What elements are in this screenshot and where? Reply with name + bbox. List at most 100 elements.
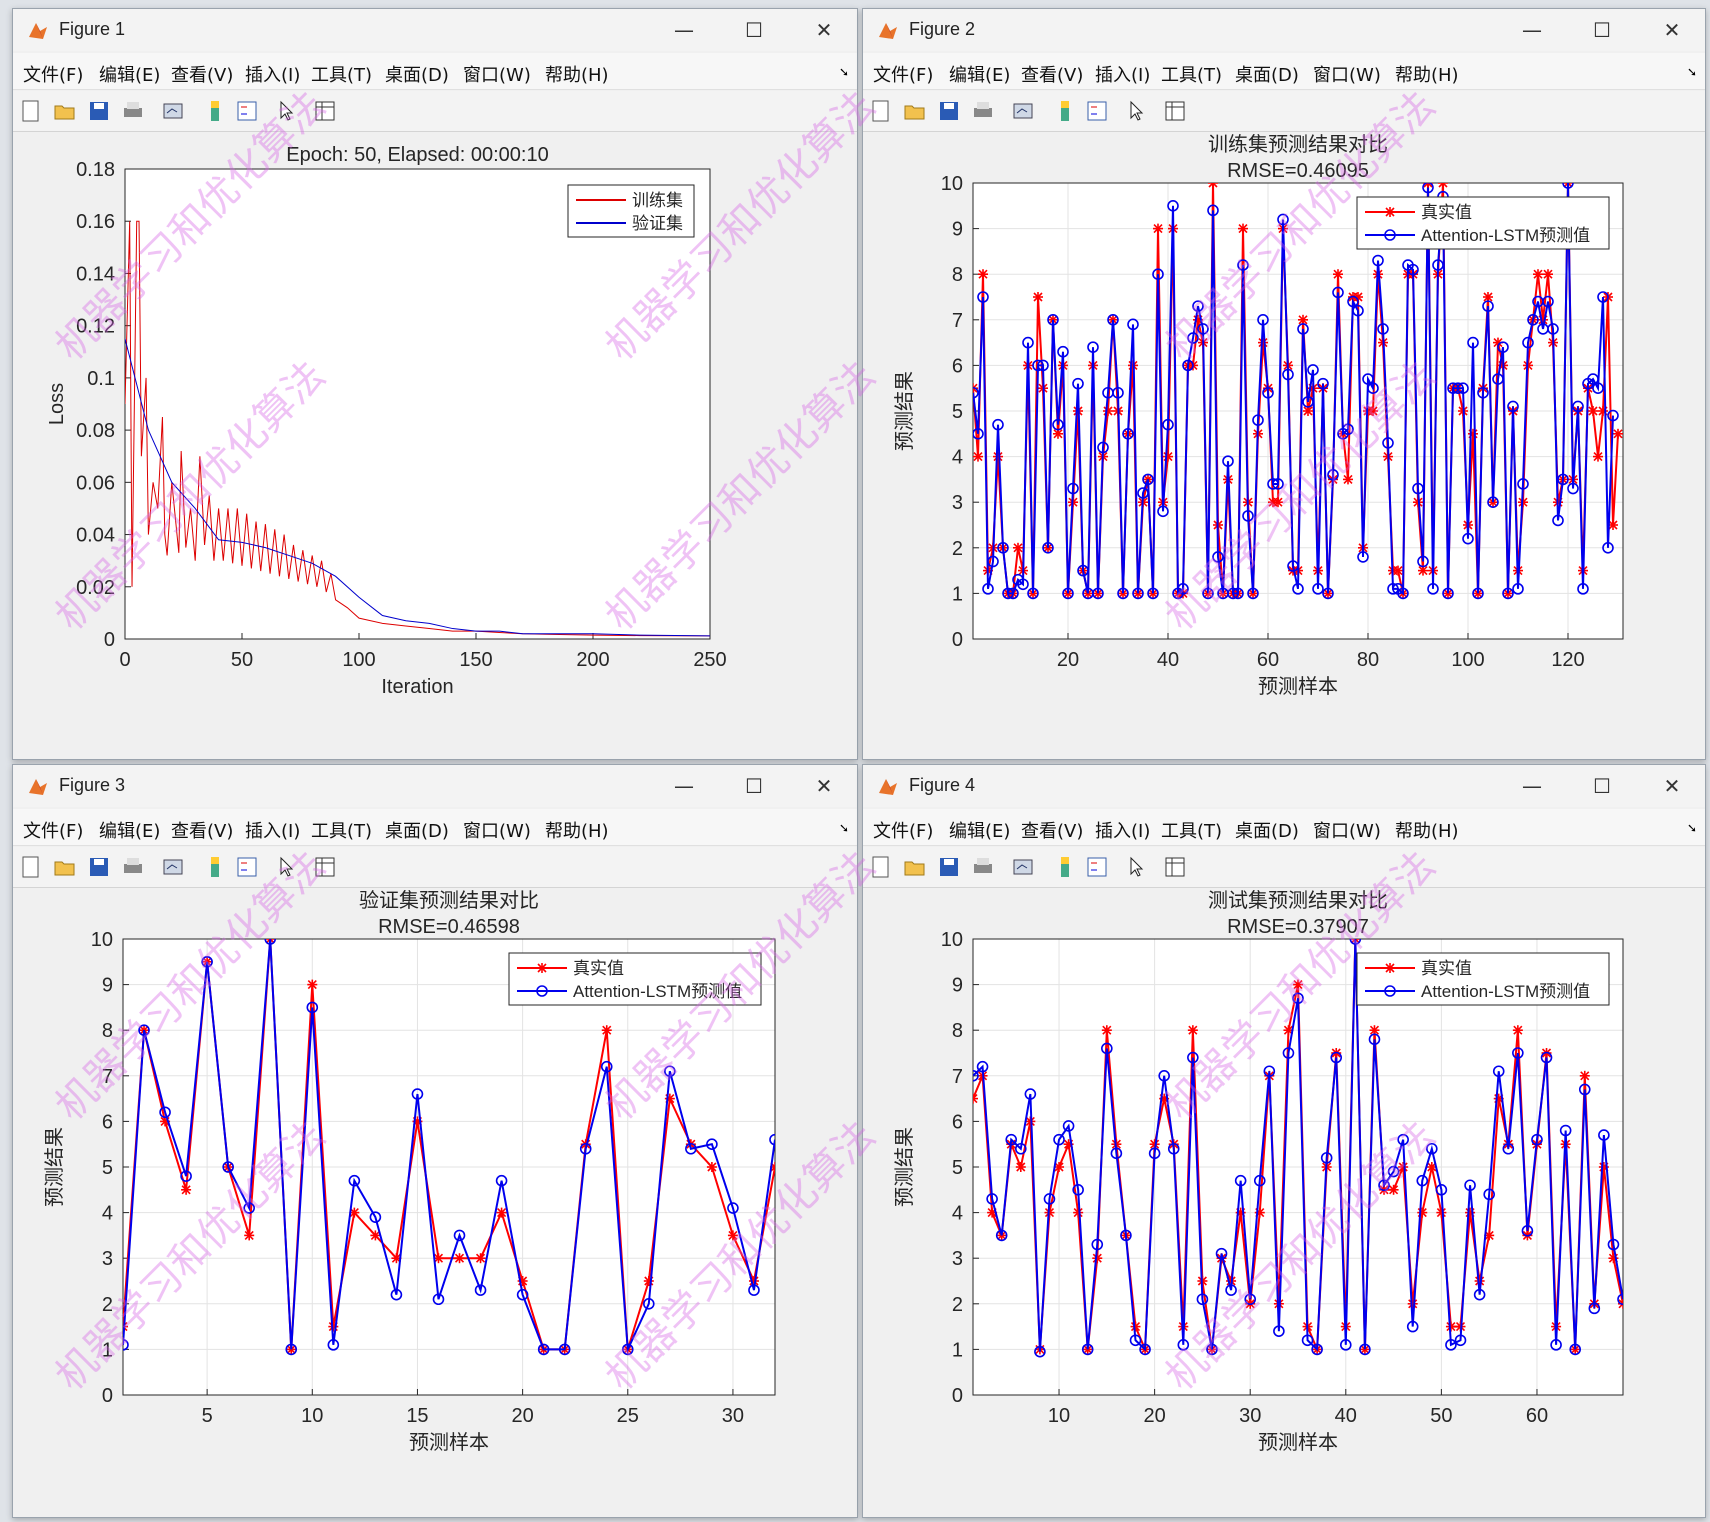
- print-icon[interactable]: [121, 855, 145, 879]
- data-point: [1602, 541, 1614, 554]
- menu-item[interactable]: 编辑(E): [949, 65, 1011, 86]
- colorbar-icon[interactable]: [1053, 99, 1077, 123]
- property-inspector-icon[interactable]: [1163, 855, 1187, 879]
- close-button[interactable]: ✕: [1663, 18, 1681, 42]
- menu-item[interactable]: 帮助(H): [1395, 65, 1459, 86]
- edit-plot-icon[interactable]: [275, 99, 299, 123]
- link-plot-icon[interactable]: [1011, 99, 1035, 123]
- menu-item[interactable]: 文件(F): [23, 821, 84, 842]
- edit-plot-icon[interactable]: [1125, 99, 1149, 123]
- legend-icon[interactable]: [235, 99, 259, 123]
- legend-icon[interactable]: [1085, 855, 1109, 879]
- menu-item[interactable]: 窗口(W): [463, 821, 531, 842]
- menu-item[interactable]: 工具(T): [311, 821, 373, 842]
- data-point: [1423, 183, 1433, 188]
- link-plot-icon[interactable]: [161, 99, 185, 123]
- minimize-button[interactable]: —: [674, 774, 694, 798]
- dock-icon[interactable]: ➘: [1686, 821, 1697, 835]
- menu-item[interactable]: 桌面(D): [385, 65, 449, 86]
- legend-icon[interactable]: [1085, 99, 1109, 123]
- dock-icon[interactable]: ➘: [838, 821, 849, 835]
- menu-item[interactable]: 文件(F): [873, 821, 934, 842]
- minimize-button[interactable]: —: [1522, 18, 1542, 42]
- maximize-button[interactable]: ☐: [1593, 18, 1611, 42]
- colorbar-icon[interactable]: [203, 855, 227, 879]
- maximize-button[interactable]: ☐: [1593, 774, 1611, 798]
- menu-item[interactable]: 编辑(E): [99, 821, 161, 842]
- menu-item[interactable]: 查看(V): [171, 821, 234, 842]
- data-point: [348, 1174, 361, 1187]
- open-file-icon[interactable]: [53, 855, 77, 879]
- property-inspector-icon[interactable]: [313, 855, 337, 879]
- menu-item[interactable]: 插入(I): [245, 821, 301, 842]
- data-point: [1047, 314, 1059, 326]
- tick-label: 9: [952, 219, 963, 241]
- menu-item[interactable]: 编辑(E): [949, 821, 1011, 842]
- data-point: [1057, 345, 1069, 358]
- menu-item[interactable]: 帮助(H): [545, 65, 609, 86]
- save-icon[interactable]: [87, 855, 111, 879]
- open-file-icon[interactable]: [903, 855, 927, 879]
- dock-icon[interactable]: ➘: [838, 65, 849, 79]
- data-point: [1142, 473, 1154, 486]
- menu-item[interactable]: 文件(F): [873, 65, 934, 86]
- tick-label: 0.04: [76, 525, 115, 547]
- print-icon[interactable]: [971, 99, 995, 123]
- menu-item[interactable]: 工具(T): [1161, 65, 1223, 86]
- open-file-icon[interactable]: [53, 99, 77, 123]
- close-button[interactable]: ✕: [815, 18, 833, 42]
- close-button[interactable]: ✕: [815, 774, 833, 798]
- minimize-button[interactable]: —: [674, 18, 694, 42]
- maximize-button[interactable]: ☐: [745, 18, 763, 42]
- menu-item[interactable]: 帮助(H): [545, 821, 609, 842]
- new-figure-icon[interactable]: [19, 855, 43, 879]
- tick-label: 5: [952, 401, 963, 423]
- print-icon[interactable]: [971, 855, 995, 879]
- save-icon[interactable]: [937, 99, 961, 123]
- print-icon[interactable]: [121, 99, 145, 123]
- data-point: [1238, 223, 1248, 234]
- dock-icon[interactable]: ➘: [1686, 65, 1697, 79]
- menu-item[interactable]: 插入(I): [1095, 821, 1151, 842]
- menu-item[interactable]: 编辑(E): [99, 65, 161, 86]
- open-file-icon[interactable]: [903, 99, 927, 123]
- maximize-button[interactable]: ☐: [745, 774, 763, 798]
- save-icon[interactable]: [87, 99, 111, 123]
- link-plot-icon[interactable]: [161, 855, 185, 879]
- save-icon[interactable]: [937, 855, 961, 879]
- menu-item[interactable]: 帮助(H): [1395, 821, 1459, 842]
- minimize-button[interactable]: —: [1522, 774, 1542, 798]
- series-group: [973, 183, 1623, 600]
- menu-item[interactable]: 窗口(W): [1313, 821, 1381, 842]
- new-figure-icon[interactable]: [19, 99, 43, 123]
- property-inspector-icon[interactable]: [313, 99, 337, 123]
- menu-item[interactable]: 窗口(W): [463, 65, 531, 86]
- edit-plot-icon[interactable]: [275, 855, 299, 879]
- menu-item[interactable]: 查看(V): [171, 65, 234, 86]
- new-figure-icon[interactable]: [869, 99, 893, 123]
- menu-item[interactable]: 桌面(D): [385, 821, 449, 842]
- menu-item[interactable]: 桌面(D): [1235, 821, 1299, 842]
- menu-item[interactable]: 查看(V): [1021, 821, 1084, 842]
- menu-item[interactable]: 工具(T): [1161, 821, 1223, 842]
- menu-item[interactable]: 工具(T): [311, 65, 373, 86]
- data-point: [1435, 1183, 1448, 1196]
- menu-item[interactable]: 查看(V): [1021, 65, 1084, 86]
- menu-item[interactable]: 插入(I): [245, 65, 301, 86]
- close-button[interactable]: ✕: [1663, 774, 1681, 798]
- menu-item[interactable]: 桌面(D): [1235, 65, 1299, 86]
- menu-item[interactable]: 插入(I): [1095, 65, 1151, 86]
- data-point: [1252, 414, 1264, 426]
- data-point: [1327, 469, 1339, 481]
- edit-plot-icon[interactable]: [1125, 855, 1149, 879]
- new-figure-icon[interactable]: [869, 855, 893, 879]
- window-title: Figure 1: [59, 19, 126, 39]
- colorbar-icon[interactable]: [1053, 855, 1077, 879]
- menu-item[interactable]: 文件(F): [23, 65, 84, 86]
- menu-item[interactable]: 窗口(W): [1313, 65, 1381, 86]
- property-inspector-icon[interactable]: [1163, 99, 1187, 123]
- link-plot-icon[interactable]: [1011, 855, 1035, 879]
- tick-label: 20: [1057, 649, 1079, 671]
- colorbar-icon[interactable]: [203, 99, 227, 123]
- legend-icon[interactable]: [235, 855, 259, 879]
